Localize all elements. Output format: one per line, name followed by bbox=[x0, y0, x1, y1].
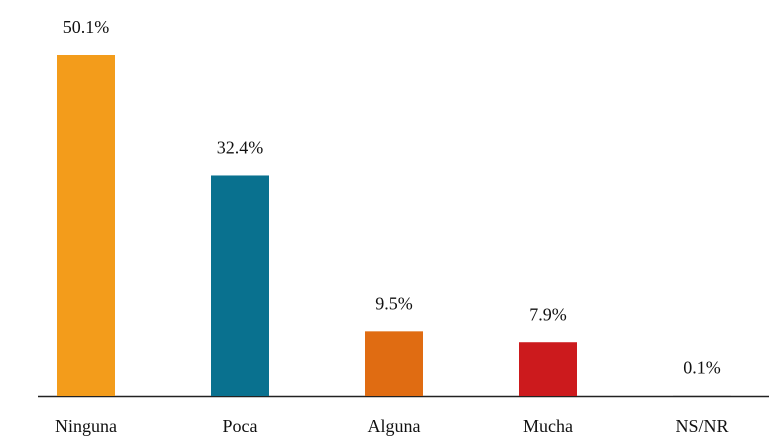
bar bbox=[673, 395, 731, 396]
x-tick-label: Alguna bbox=[368, 416, 421, 436]
value-label: 7.9% bbox=[529, 304, 567, 324]
bar bbox=[57, 55, 115, 396]
x-tick-label: Poca bbox=[223, 416, 258, 436]
bar bbox=[519, 342, 577, 396]
value-label: 50.1% bbox=[63, 17, 110, 37]
x-tick-label: Ninguna bbox=[55, 416, 117, 436]
bar bbox=[211, 175, 269, 396]
x-tick-label: Mucha bbox=[523, 416, 573, 436]
value-label: 0.1% bbox=[683, 357, 721, 377]
bar bbox=[365, 331, 423, 396]
x-tick-label: NS/NR bbox=[675, 416, 728, 436]
value-label: 9.5% bbox=[375, 293, 413, 313]
value-label: 32.4% bbox=[217, 138, 264, 158]
